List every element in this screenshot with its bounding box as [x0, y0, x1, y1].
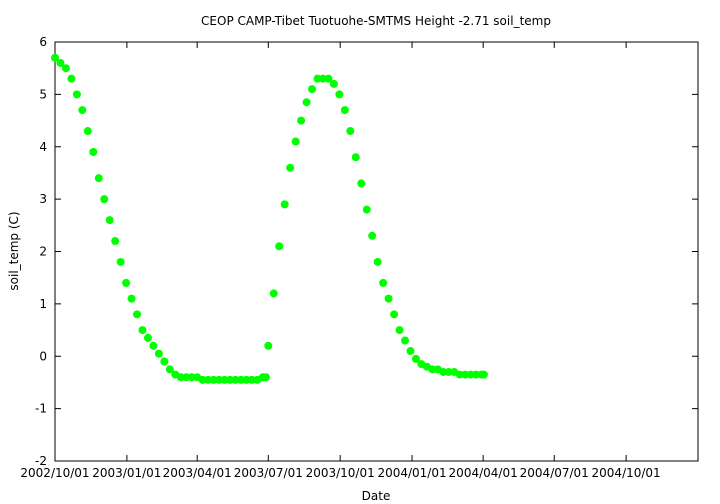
- data-point: [165, 365, 174, 374]
- data-point: [346, 127, 355, 136]
- data-point: [411, 354, 420, 363]
- data-point: [94, 174, 103, 183]
- data-point: [89, 147, 98, 156]
- x-tick-label: 2004/04/01: [449, 466, 518, 480]
- x-tick-label: 2004/01/01: [377, 466, 446, 480]
- data-point: [67, 74, 76, 83]
- data-point: [384, 294, 393, 303]
- y-axis-label: soil_temp (C): [7, 211, 21, 290]
- data-point: [379, 278, 388, 287]
- data-point: [133, 310, 142, 319]
- data-point: [444, 367, 453, 376]
- data-point: [390, 310, 399, 319]
- data-point: [406, 347, 415, 356]
- plot-frame: [54, 41, 699, 462]
- data-point: [329, 79, 338, 88]
- data-point: [154, 349, 163, 358]
- data-point: [231, 375, 240, 384]
- x-tick-label: 2004/10/01: [592, 466, 661, 480]
- y-axis: -2 -1 0 1 2 3 4 5 6: [35, 35, 698, 468]
- data-point: [61, 64, 70, 73]
- data-point: [105, 216, 114, 225]
- x-tick-label: 2003/10/01: [306, 466, 375, 480]
- data-point: [138, 326, 147, 335]
- data-point: [455, 370, 464, 379]
- data-point: [215, 375, 224, 384]
- data-point: [51, 53, 59, 62]
- data-point: [220, 375, 229, 384]
- y-tick-label: -2: [35, 454, 47, 468]
- y-tick-label: -1: [35, 402, 47, 416]
- data-point: [368, 231, 377, 240]
- data-point: [198, 375, 207, 384]
- data-point: [236, 375, 245, 384]
- x-tick-label: 2004/07/01: [520, 466, 589, 480]
- data-point: [56, 58, 65, 67]
- data-point: [72, 90, 81, 99]
- data-point: [242, 375, 251, 384]
- data-point: [100, 195, 109, 204]
- data-point: [351, 153, 360, 162]
- data-point: [291, 137, 300, 146]
- data-point: [362, 205, 371, 214]
- y-tick-label: 2: [39, 245, 47, 259]
- data-point: [286, 163, 295, 172]
- data-point: [247, 375, 256, 384]
- data-point: [160, 357, 169, 366]
- data-point: [335, 90, 344, 99]
- x-tick-label: 2002/10/01: [20, 466, 89, 480]
- y-tick-label: 5: [39, 87, 47, 101]
- data-point: [373, 257, 382, 266]
- data-point: [269, 289, 278, 298]
- data-point: [182, 373, 191, 382]
- data-point: [83, 127, 92, 136]
- y-tick-label: 4: [39, 140, 47, 154]
- y-tick-label: 3: [39, 192, 47, 206]
- data-point: [357, 179, 366, 188]
- data-point: [324, 74, 333, 83]
- data-points: [51, 53, 488, 384]
- data-point: [116, 257, 125, 266]
- data-point: [472, 370, 481, 379]
- data-point: [479, 370, 488, 379]
- data-point: [461, 370, 470, 379]
- data-point: [78, 106, 87, 115]
- x-tick-label: 2003/04/01: [163, 466, 232, 480]
- data-point: [395, 326, 404, 335]
- data-point: [340, 106, 349, 115]
- data-point: [308, 85, 317, 94]
- data-point: [428, 365, 437, 374]
- data-point: [143, 333, 152, 342]
- data-point: [127, 294, 136, 303]
- data-point: [275, 242, 284, 251]
- data-point: [318, 74, 327, 83]
- data-point: [187, 373, 196, 382]
- x-tick-label: 2003/01/01: [92, 466, 161, 480]
- x-axis-label: Date: [362, 489, 391, 503]
- y-tick-label: 6: [39, 35, 47, 49]
- data-point: [297, 116, 306, 125]
- y-tick-label: 1: [39, 297, 47, 311]
- data-point: [149, 341, 158, 350]
- data-point: [261, 373, 270, 382]
- data-point: [122, 278, 131, 287]
- data-point: [439, 367, 448, 376]
- data-point: [401, 336, 410, 345]
- data-point: [264, 341, 273, 350]
- data-point: [313, 74, 322, 83]
- data-point: [111, 237, 120, 246]
- x-tick-label: 2003/07/01: [234, 466, 303, 480]
- data-point: [209, 375, 218, 384]
- x-axis: 2002/10/01 2003/01/01 2003/04/01 2003/07/01…: [20, 42, 661, 480]
- data-point: [302, 98, 311, 107]
- data-point: [204, 375, 213, 384]
- chart-title: CEOP CAMP-Tibet Tuotuohe-SMTMS Height -2…: [201, 14, 551, 28]
- data-point: [280, 200, 289, 209]
- y-tick-label: 0: [39, 349, 47, 363]
- data-point: [226, 375, 235, 384]
- data-point: [466, 370, 475, 379]
- data-point: [176, 373, 185, 382]
